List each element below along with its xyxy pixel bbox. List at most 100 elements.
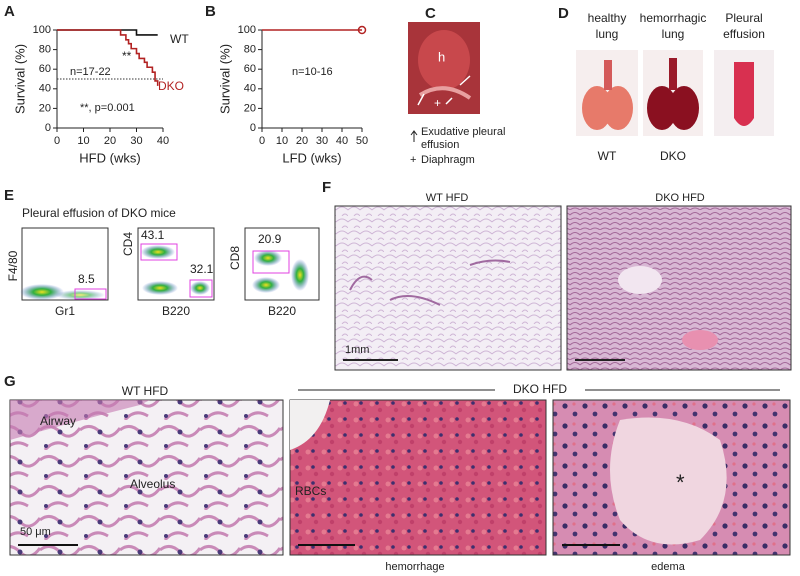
micrograph-detail <box>10 400 150 440</box>
y-tick-label: 60 <box>39 63 51 75</box>
y-tick-label: 80 <box>39 44 51 56</box>
panel-letter: G <box>4 373 16 390</box>
panel-letter: D <box>558 5 569 22</box>
image-title: WT HFD <box>426 192 469 204</box>
annotation: RBCs <box>295 484 326 498</box>
arrow <box>410 130 418 142</box>
photo-detail <box>582 86 612 130</box>
annotation: n=10-16 <box>292 66 333 78</box>
annotation: Airway <box>40 414 76 428</box>
x-tick-label: 10 <box>77 135 89 147</box>
photo-detail <box>669 58 677 90</box>
gate-value: 32.1 <box>190 262 214 276</box>
micrograph <box>566 205 792 371</box>
image-title: DKO HFD <box>513 382 567 396</box>
gate-value: 43.1 <box>141 228 165 242</box>
x-tick-label: 20 <box>104 135 116 147</box>
series-label: DKO <box>158 79 184 93</box>
panel-letter: A <box>4 3 15 20</box>
photo-label: h <box>438 49 445 64</box>
y-tick-label: 0 <box>250 122 256 134</box>
axis-label: CD4 <box>121 232 135 256</box>
axis-label: Gr1 <box>55 304 75 318</box>
axis-label: F4/80 <box>6 250 20 281</box>
panel-letter: F <box>322 179 331 196</box>
photo-caption: hemorrhagic <box>640 11 707 25</box>
panel-letter: B <box>205 3 216 20</box>
x-tick-label: 30 <box>130 135 142 147</box>
photo-symbol: + <box>434 96 441 110</box>
micrograph-detail <box>290 400 330 450</box>
end-marker <box>357 25 367 35</box>
gate-value: 20.9 <box>258 232 282 246</box>
x-tick-label: 10 <box>276 135 288 147</box>
micrograph <box>289 399 547 556</box>
gate <box>140 243 178 261</box>
annotation: Alveolus <box>130 477 175 491</box>
y-tick-label: 20 <box>244 102 256 114</box>
photo-detail <box>418 30 470 90</box>
micrograph-detail <box>610 417 727 545</box>
micrograph-detail <box>349 259 511 306</box>
y-tick-label: 100 <box>238 24 256 36</box>
y-tick-label: 100 <box>33 24 51 36</box>
x-tick-label: 0 <box>54 135 60 147</box>
cell-cloud <box>252 277 280 293</box>
caption: hemorrhage <box>385 561 444 573</box>
photo-detail <box>603 86 633 130</box>
panel-letter: E <box>4 187 14 204</box>
photo-detail <box>669 86 699 130</box>
y-tick-label: 40 <box>244 83 256 95</box>
flow-plot: 8.5 F4/80 Gr1 <box>6 227 109 318</box>
gate <box>74 288 107 300</box>
legend-text: Diaphragm <box>421 154 475 166</box>
axis-label: B220 <box>268 304 296 318</box>
caption: edema <box>651 561 686 573</box>
axis-label: B220 <box>162 304 190 318</box>
x-tick-label: 50 <box>356 135 368 147</box>
photo-caption: healthy <box>588 11 627 25</box>
y-tick-label: 60 <box>244 63 256 75</box>
photo-detail <box>418 86 472 100</box>
survival-line <box>57 29 159 86</box>
cell-cloud <box>254 250 282 266</box>
cell-cloud <box>141 245 175 259</box>
cell-cloud <box>20 284 64 300</box>
gate <box>252 250 290 274</box>
annotation: **, p=0.001 <box>80 102 135 114</box>
scale-label: 1mm <box>345 344 369 356</box>
x-tick-label: 30 <box>316 135 328 147</box>
micrograph <box>334 205 562 371</box>
x-axis-label: HFD (wks) <box>79 150 140 165</box>
photo-caption: lung <box>596 27 619 41</box>
y-tick-label: 80 <box>244 44 256 56</box>
photo-caption: Pleural <box>725 11 762 25</box>
panel-title: Pleural effusion of DKO mice <box>22 206 176 220</box>
arrow <box>417 75 471 106</box>
x-tick-label: 40 <box>336 135 348 147</box>
annotation: ** <box>122 49 132 63</box>
gate-value: 8.5 <box>78 272 95 286</box>
cell-cloud <box>291 259 309 291</box>
x-tick-label: 0 <box>259 135 265 147</box>
x-tick-label: 40 <box>157 135 169 147</box>
legend-text: Exudative pleural <box>421 126 505 138</box>
cell-cloud <box>142 281 178 295</box>
axis-label: CD8 <box>228 246 242 270</box>
photo-detail <box>734 62 754 126</box>
series-label: WT <box>170 32 189 46</box>
photo-detail <box>647 86 677 130</box>
photo-caption: lung <box>662 27 685 41</box>
flow-plot: 20.9 CD8 B220 <box>228 227 320 318</box>
photo-caption: effusion <box>723 27 765 41</box>
x-tick-label: 20 <box>296 135 308 147</box>
y-tick-label: 0 <box>45 122 51 134</box>
scale-label: 50 μm <box>20 526 51 538</box>
photo-detail <box>604 60 612 90</box>
micrograph-detail <box>618 266 662 294</box>
micrograph-detail <box>682 330 718 350</box>
y-axis-label: Survival (%) <box>217 44 232 114</box>
flow-plot: 43.1 32.1 CD4 B220 <box>121 227 215 318</box>
panel-letter: C <box>425 5 436 22</box>
